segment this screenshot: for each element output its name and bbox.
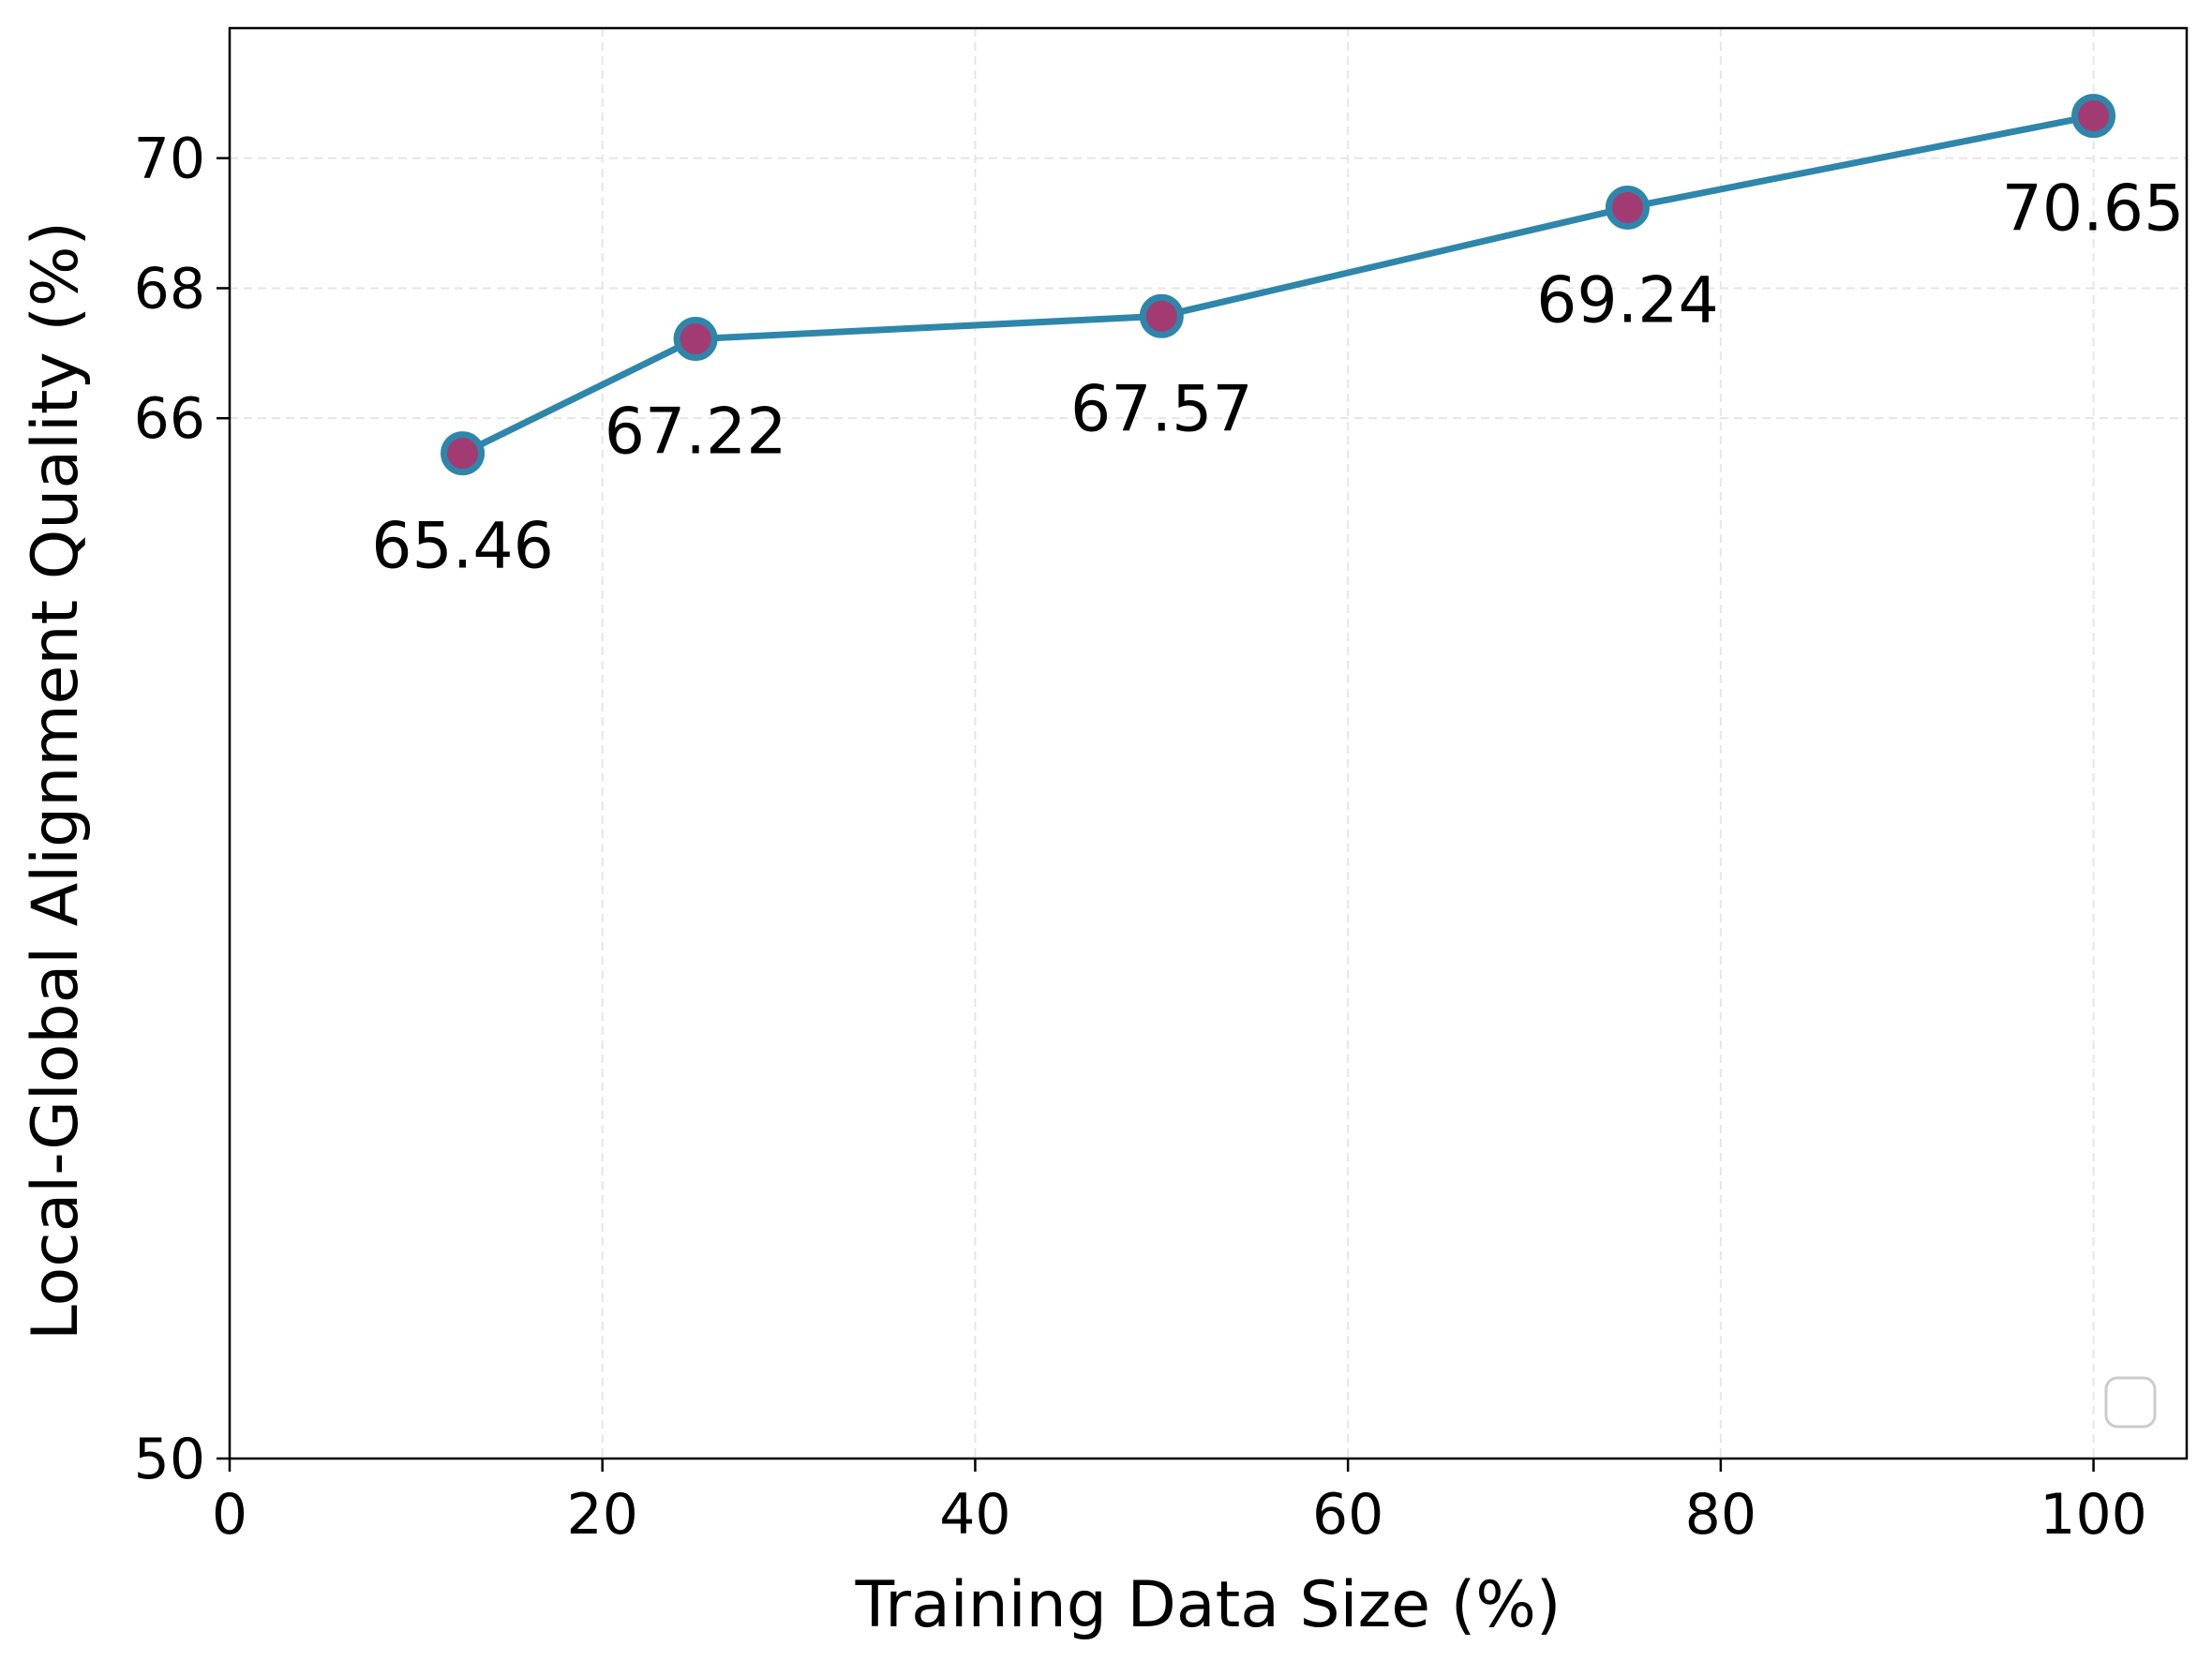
plot-frame xyxy=(228,26,2189,1460)
y-axis-title: Local-Global Alignment Quality (%) xyxy=(19,221,93,1340)
y-tick-label: 50 xyxy=(134,1427,205,1492)
y-tick-label: 66 xyxy=(134,386,205,452)
y-tick-label: 70 xyxy=(134,127,205,192)
data-label: 65.46 xyxy=(371,510,554,584)
data-labels: 65.46 67.22 67.57 69.24 70.65 xyxy=(371,172,2184,584)
grid-lines xyxy=(230,28,2187,1459)
x-axis: 0 20 40 60 80 100 xyxy=(212,1459,2147,1548)
data-label: 69.24 xyxy=(1536,263,1719,337)
data-point xyxy=(673,317,718,362)
x-axis-title: Training Data Size (%) xyxy=(855,1568,1562,1642)
x-tick-label: 20 xyxy=(567,1482,638,1548)
data-point xyxy=(441,431,486,476)
data-label: 67.57 xyxy=(1070,372,1253,446)
y-axis: 50 66 68 70 xyxy=(134,127,230,1492)
x-tick-label: 40 xyxy=(939,1482,1010,1548)
data-point xyxy=(2071,94,2116,139)
y-tick-label: 68 xyxy=(134,256,205,322)
x-tick-label: 80 xyxy=(1685,1482,1756,1548)
legend-box xyxy=(2104,1376,2157,1429)
data-label: 70.65 xyxy=(2002,172,2185,247)
data-series xyxy=(441,94,2116,476)
x-tick-label: 60 xyxy=(1312,1482,1383,1548)
x-tick-label: 100 xyxy=(2040,1482,2147,1548)
x-tick-label: 0 xyxy=(212,1482,247,1548)
data-point xyxy=(1605,185,1650,230)
data-point xyxy=(1139,293,1184,338)
data-label: 67.22 xyxy=(605,396,787,470)
